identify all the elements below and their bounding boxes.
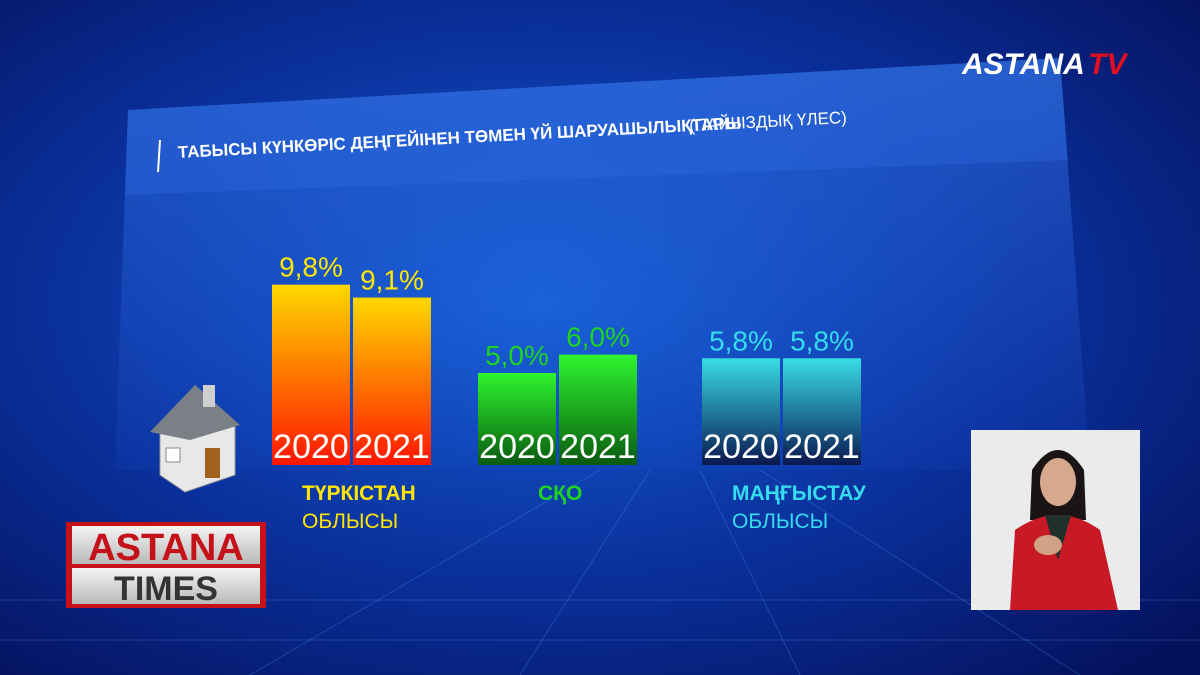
category-label: МАҢҒЫСТАУ <box>732 482 867 505</box>
bar <box>478 373 556 465</box>
logo-text: ASTANA <box>88 527 244 569</box>
bar <box>783 358 861 465</box>
sign-language-inset <box>971 430 1140 610</box>
category-label: СҚО <box>538 482 582 505</box>
value-label: 5,8% <box>790 325 854 356</box>
year-label: 2021 <box>560 428 636 466</box>
bar <box>559 354 637 465</box>
channel-logo: ASTANA TV <box>961 48 1129 81</box>
category-label: ОБЛЫСЫ <box>732 510 828 533</box>
value-label: 9,1% <box>360 265 424 296</box>
category-label: ОБЛЫСЫ <box>302 510 398 533</box>
title-band <box>125 58 1068 195</box>
bar <box>272 284 350 465</box>
value-label: 6,0% <box>566 322 630 353</box>
logo-text: TIMES <box>114 570 218 608</box>
logo-text: TV <box>1088 48 1129 81</box>
bars: 9,8% 2020 9,1% 2021 ТҮРКІСТАН ОБЛЫСЫ 5,0% 2020 6… <box>272 252 867 533</box>
bar <box>353 297 431 465</box>
category-label: ТҮРКІСТАН <box>302 482 416 505</box>
year-label: 2020 <box>479 428 555 466</box>
year-label: 2021 <box>354 428 430 466</box>
value-label: 5,8% <box>709 325 773 356</box>
year-label: 2020 <box>273 428 349 466</box>
house-icon <box>150 385 240 493</box>
bar <box>702 358 780 465</box>
program-logo: ASTANA TIMES <box>66 522 266 608</box>
value-label: 9,8% <box>279 252 343 283</box>
year-label: 2021 <box>784 428 860 466</box>
value-label: 5,0% <box>485 340 549 371</box>
year-label: 2020 <box>703 428 779 466</box>
logo-text: ASTANA <box>961 48 1085 81</box>
title-divider <box>157 139 161 173</box>
